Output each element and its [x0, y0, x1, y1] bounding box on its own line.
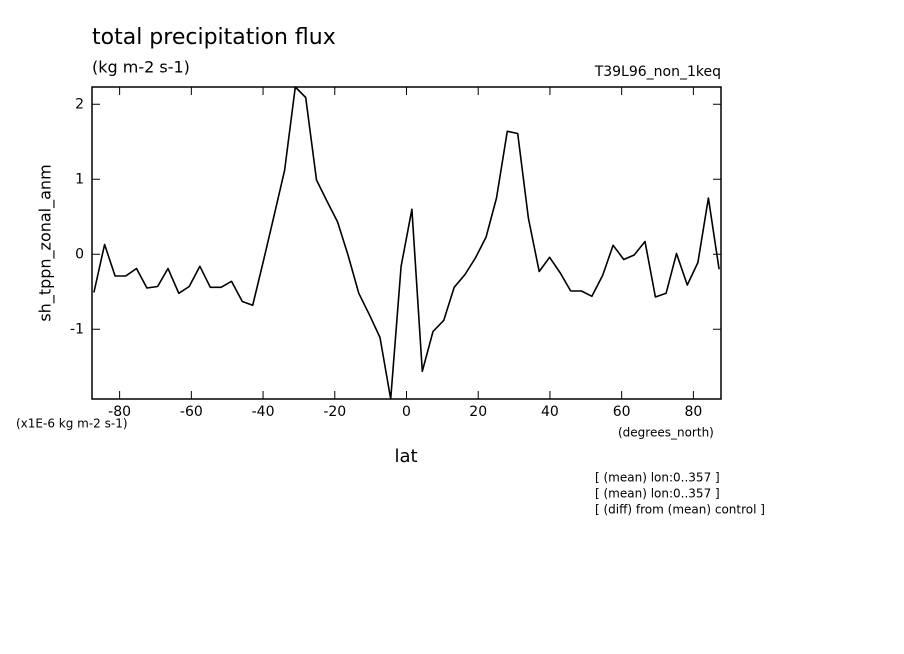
note: [ (mean) lon:0..357 ]	[595, 487, 720, 501]
x-tick-label: 20	[469, 404, 487, 420]
chart-title: total precipitation flux	[92, 25, 336, 50]
note: [ (diff) from (mean) control ]	[595, 503, 765, 517]
x-tick-label: 60	[613, 404, 631, 420]
x-tick-label: -80	[108, 404, 131, 420]
x-axis-label: lat	[394, 446, 417, 467]
y-units: (x1E-6 kg m-2 s-1)	[16, 417, 128, 431]
chart-subtitle: (kg m-2 s-1)	[92, 58, 190, 77]
dataset-label: T39L96_non_1keq	[594, 64, 721, 80]
x-tick-label: -20	[323, 404, 346, 420]
data-line	[93, 86, 720, 400]
x-tick-label: 40	[541, 404, 559, 420]
x-tick-label: -40	[252, 404, 275, 420]
y-axis-label: sh_tppn_zonal_anm	[36, 164, 56, 321]
y-tick-label: 1	[75, 171, 84, 187]
note: [ (mean) lon:0..357 ]	[595, 471, 720, 485]
x-tick-label: 0	[402, 404, 411, 420]
x-units: (degrees_north)	[618, 426, 714, 440]
x-tick-label: 80	[684, 404, 702, 420]
y-tick-label: 2	[75, 96, 84, 112]
x-tick-label: -60	[180, 404, 203, 420]
plot-frame	[91, 86, 722, 400]
y-tick-label: -1	[70, 321, 84, 337]
y-tick-label: 0	[75, 246, 84, 262]
